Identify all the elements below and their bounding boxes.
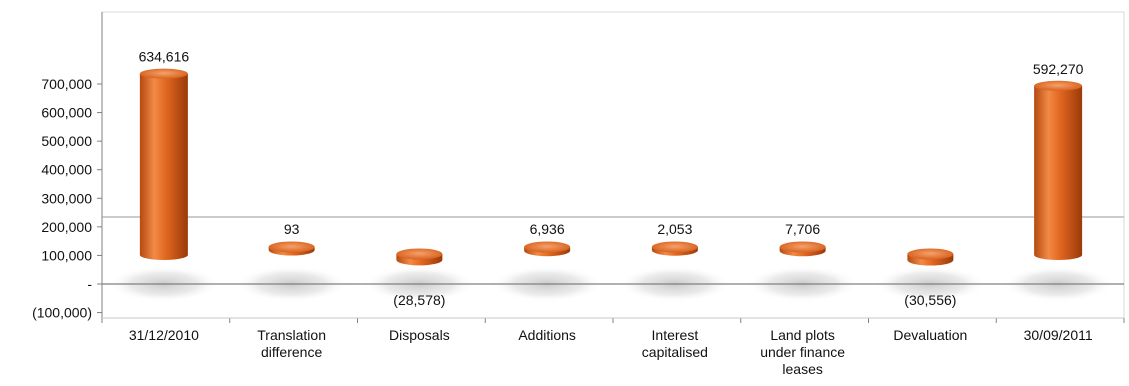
category-label: Devaluation bbox=[893, 327, 967, 343]
category-label: 31/12/2010 bbox=[129, 327, 199, 343]
bar bbox=[907, 248, 954, 266]
y-tick-label: 200,000 bbox=[41, 219, 92, 235]
bar-top bbox=[139, 68, 188, 79]
y-tick-label: - bbox=[87, 276, 92, 292]
data-label: 592,270 bbox=[1033, 61, 1084, 77]
y-tick-label: 500,000 bbox=[41, 133, 92, 149]
data-label: 6,936 bbox=[530, 221, 565, 237]
bar-top bbox=[1034, 80, 1083, 91]
y-tick-label: 400,000 bbox=[41, 162, 92, 178]
bar bbox=[524, 241, 571, 257]
y-tick-label: 600,000 bbox=[41, 105, 92, 121]
category-label: Additions bbox=[518, 327, 576, 343]
data-label: 2,053 bbox=[657, 221, 692, 237]
bar-top bbox=[524, 241, 571, 253]
data-label: 634,616 bbox=[139, 49, 190, 65]
y-tick-label: 100,000 bbox=[41, 247, 92, 263]
data-label: (30,556) bbox=[904, 292, 956, 308]
bar-top bbox=[396, 248, 443, 260]
y-tick-label: 300,000 bbox=[41, 190, 92, 206]
y-tick-label: 700,000 bbox=[41, 76, 92, 92]
y-tick-label: (100,000) bbox=[32, 305, 92, 321]
bar bbox=[396, 248, 443, 266]
category-label: Land plots under finance leases bbox=[760, 327, 845, 377]
bar-top bbox=[907, 248, 954, 260]
bar bbox=[268, 241, 315, 256]
category-label: 30/09/2011 bbox=[1024, 327, 1093, 343]
category-label: Translation difference bbox=[257, 327, 326, 360]
category-label: Interest capitalised bbox=[642, 327, 708, 360]
bar-top bbox=[779, 241, 826, 253]
bars bbox=[139, 68, 1083, 266]
bar-top bbox=[268, 241, 315, 253]
bar-top bbox=[651, 241, 698, 253]
bar-body bbox=[1034, 85, 1083, 260]
data-label: 7,706 bbox=[785, 221, 820, 237]
bar bbox=[779, 241, 826, 257]
bar bbox=[139, 68, 188, 260]
bar-body bbox=[139, 73, 188, 260]
axes bbox=[97, 11, 1125, 323]
data-label: (28,578) bbox=[393, 292, 445, 308]
data-label: 93 bbox=[284, 221, 300, 237]
bar bbox=[1034, 80, 1083, 260]
category-label: Disposals bbox=[389, 327, 450, 343]
bar bbox=[651, 241, 698, 256]
labels: 700,000 600,000 500,000 400,000 300,000 200,0… bbox=[32, 49, 1093, 377]
